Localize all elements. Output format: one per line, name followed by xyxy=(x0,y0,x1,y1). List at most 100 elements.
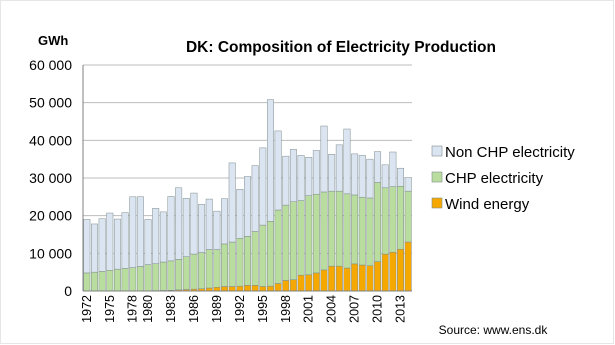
x-tick-label: 1975 xyxy=(103,295,117,323)
bar-segment-non-chp-electricity xyxy=(213,210,221,250)
bar-segment-non-chp-electricity xyxy=(374,151,382,183)
bar-segment-wind-energy xyxy=(259,286,267,292)
x-tick-label: 2004 xyxy=(325,295,339,323)
x-tick-label: 1983 xyxy=(164,295,178,323)
bar-segment-non-chp-electricity xyxy=(159,211,167,263)
bar-segment-non-chp-electricity xyxy=(182,198,190,257)
x-tick-label: 1972 xyxy=(80,295,94,323)
bar-segment-non-chp-electricity xyxy=(205,198,213,250)
bar-segment-wind-energy xyxy=(335,265,343,292)
bar-segment-non-chp-electricity xyxy=(228,162,236,243)
bar-segment-chp-electricity xyxy=(198,252,206,289)
bar-segment-non-chp-electricity xyxy=(397,167,404,187)
y-tick-label: 30 000 xyxy=(29,170,72,186)
bar-segment-chp-electricity xyxy=(274,209,282,284)
bar-segment-chp-electricity xyxy=(190,253,198,290)
bar-segment-non-chp-electricity xyxy=(282,155,290,206)
bar-segment-chp-electricity xyxy=(213,249,221,288)
bar-segment-non-chp-electricity xyxy=(113,218,121,270)
bar-segment-chp-electricity xyxy=(366,197,374,267)
bar-segment-chp-electricity xyxy=(228,241,236,287)
bar-segment-non-chp-electricity xyxy=(83,219,91,274)
bar-segment-chp-electricity xyxy=(297,200,305,276)
bar-segment-chp-electricity xyxy=(266,221,274,287)
bar-segment-chp-electricity xyxy=(335,190,343,267)
bar-segment-chp-electricity xyxy=(98,271,106,292)
bar-segment-wind-energy xyxy=(221,286,229,292)
bars xyxy=(83,99,412,292)
bar-segment-chp-electricity xyxy=(305,195,313,276)
bar-segment-chp-electricity xyxy=(91,271,98,292)
x-tick-label: 1989 xyxy=(210,295,224,323)
bar-segment-non-chp-electricity xyxy=(251,165,259,232)
bar-segment-wind-energy xyxy=(320,269,328,292)
bar-segment-non-chp-electricity xyxy=(190,192,198,255)
bar-segment-wind-energy xyxy=(328,265,336,292)
bar-segment-non-chp-electricity xyxy=(129,196,137,268)
bar-segment-wind-energy xyxy=(351,263,359,292)
bar-segment-non-chp-electricity xyxy=(236,189,244,239)
x-tick-label: 1995 xyxy=(256,295,270,323)
x-tick-label: 1992 xyxy=(233,295,247,323)
x-tick-label: 1998 xyxy=(279,295,293,323)
bar-segment-chp-electricity xyxy=(167,260,175,291)
y-axis-unit: GWh xyxy=(38,33,68,48)
bar-segment-non-chp-electricity xyxy=(297,155,305,201)
y-tick-label: 50 000 xyxy=(29,95,72,111)
bar-segment-wind-energy xyxy=(366,265,374,292)
axes: 0 10 000 20 000 30 000 40 000 50 000 60 000 197… xyxy=(29,57,412,323)
bar-segment-non-chp-electricity xyxy=(305,157,313,196)
bar-segment-non-chp-electricity xyxy=(175,187,183,260)
bar-segment-chp-electricity xyxy=(244,236,251,286)
source-note: Source: www.ens.dk xyxy=(439,323,549,337)
bar-segment-non-chp-electricity xyxy=(328,154,336,192)
x-tick-label: 2001 xyxy=(302,295,316,323)
bar-segment-wind-energy xyxy=(228,286,236,292)
bar-segment-wind-energy xyxy=(312,272,320,292)
bar-segment-chp-electricity xyxy=(320,191,328,271)
legend-label: Wind energy xyxy=(445,196,530,213)
y-tick-label: 60 000 xyxy=(29,57,72,73)
bar-segment-chp-electricity xyxy=(113,268,121,292)
bar-segment-wind-energy xyxy=(289,279,297,292)
bar-segment-chp-electricity xyxy=(397,186,404,250)
bar-segment-non-chp-electricity xyxy=(366,158,374,199)
bar-segment-chp-electricity xyxy=(259,224,267,287)
bar-segment-wind-energy xyxy=(358,264,366,292)
x-tick-label: 2013 xyxy=(394,295,408,323)
x-tick-label: 1986 xyxy=(187,295,201,323)
bar-segment-chp-electricity xyxy=(343,193,351,269)
bar-segment-wind-energy xyxy=(297,274,305,292)
bar-segment-chp-electricity xyxy=(312,193,320,274)
y-tick-label: 40 000 xyxy=(29,132,72,148)
x-tick-label: 1980 xyxy=(141,295,155,323)
y-tick-label: 0 xyxy=(64,283,72,299)
bar-segment-non-chp-electricity xyxy=(221,198,229,245)
bar-segment-non-chp-electricity xyxy=(259,147,267,226)
bar-segment-non-chp-electricity xyxy=(98,218,106,272)
bar-segment-chp-electricity xyxy=(106,270,114,292)
chart-title: DK: Composition of Electricity Productio… xyxy=(186,39,496,56)
bar-segment-wind-energy xyxy=(381,253,389,292)
bar-segment-chp-electricity xyxy=(389,186,397,253)
bar-segment-non-chp-electricity xyxy=(274,130,282,211)
bar-segment-non-chp-electricity xyxy=(358,155,366,198)
bar-segment-non-chp-electricity xyxy=(121,212,129,269)
bar-segment-wind-energy xyxy=(244,285,251,292)
bar-segment-chp-electricity xyxy=(182,256,190,290)
bar-segment-chp-electricity xyxy=(351,194,359,265)
bar-segment-wind-energy xyxy=(389,251,397,292)
bar-segment-non-chp-electricity xyxy=(152,208,160,264)
bar-segment-wind-energy xyxy=(374,261,382,292)
bar-segment-wind-energy xyxy=(404,241,412,292)
bar-segment-chp-electricity xyxy=(404,190,412,243)
bar-segment-non-chp-electricity xyxy=(351,153,359,196)
bar-segment-chp-electricity xyxy=(83,272,91,292)
bar-segment-wind-energy xyxy=(266,285,274,292)
bar-segment-non-chp-electricity xyxy=(167,196,175,262)
bar-segment-chp-electricity xyxy=(121,268,129,292)
legend-swatch xyxy=(431,171,443,183)
bar-segment-non-chp-electricity xyxy=(320,125,328,193)
bar-segment-chp-electricity xyxy=(289,201,297,280)
